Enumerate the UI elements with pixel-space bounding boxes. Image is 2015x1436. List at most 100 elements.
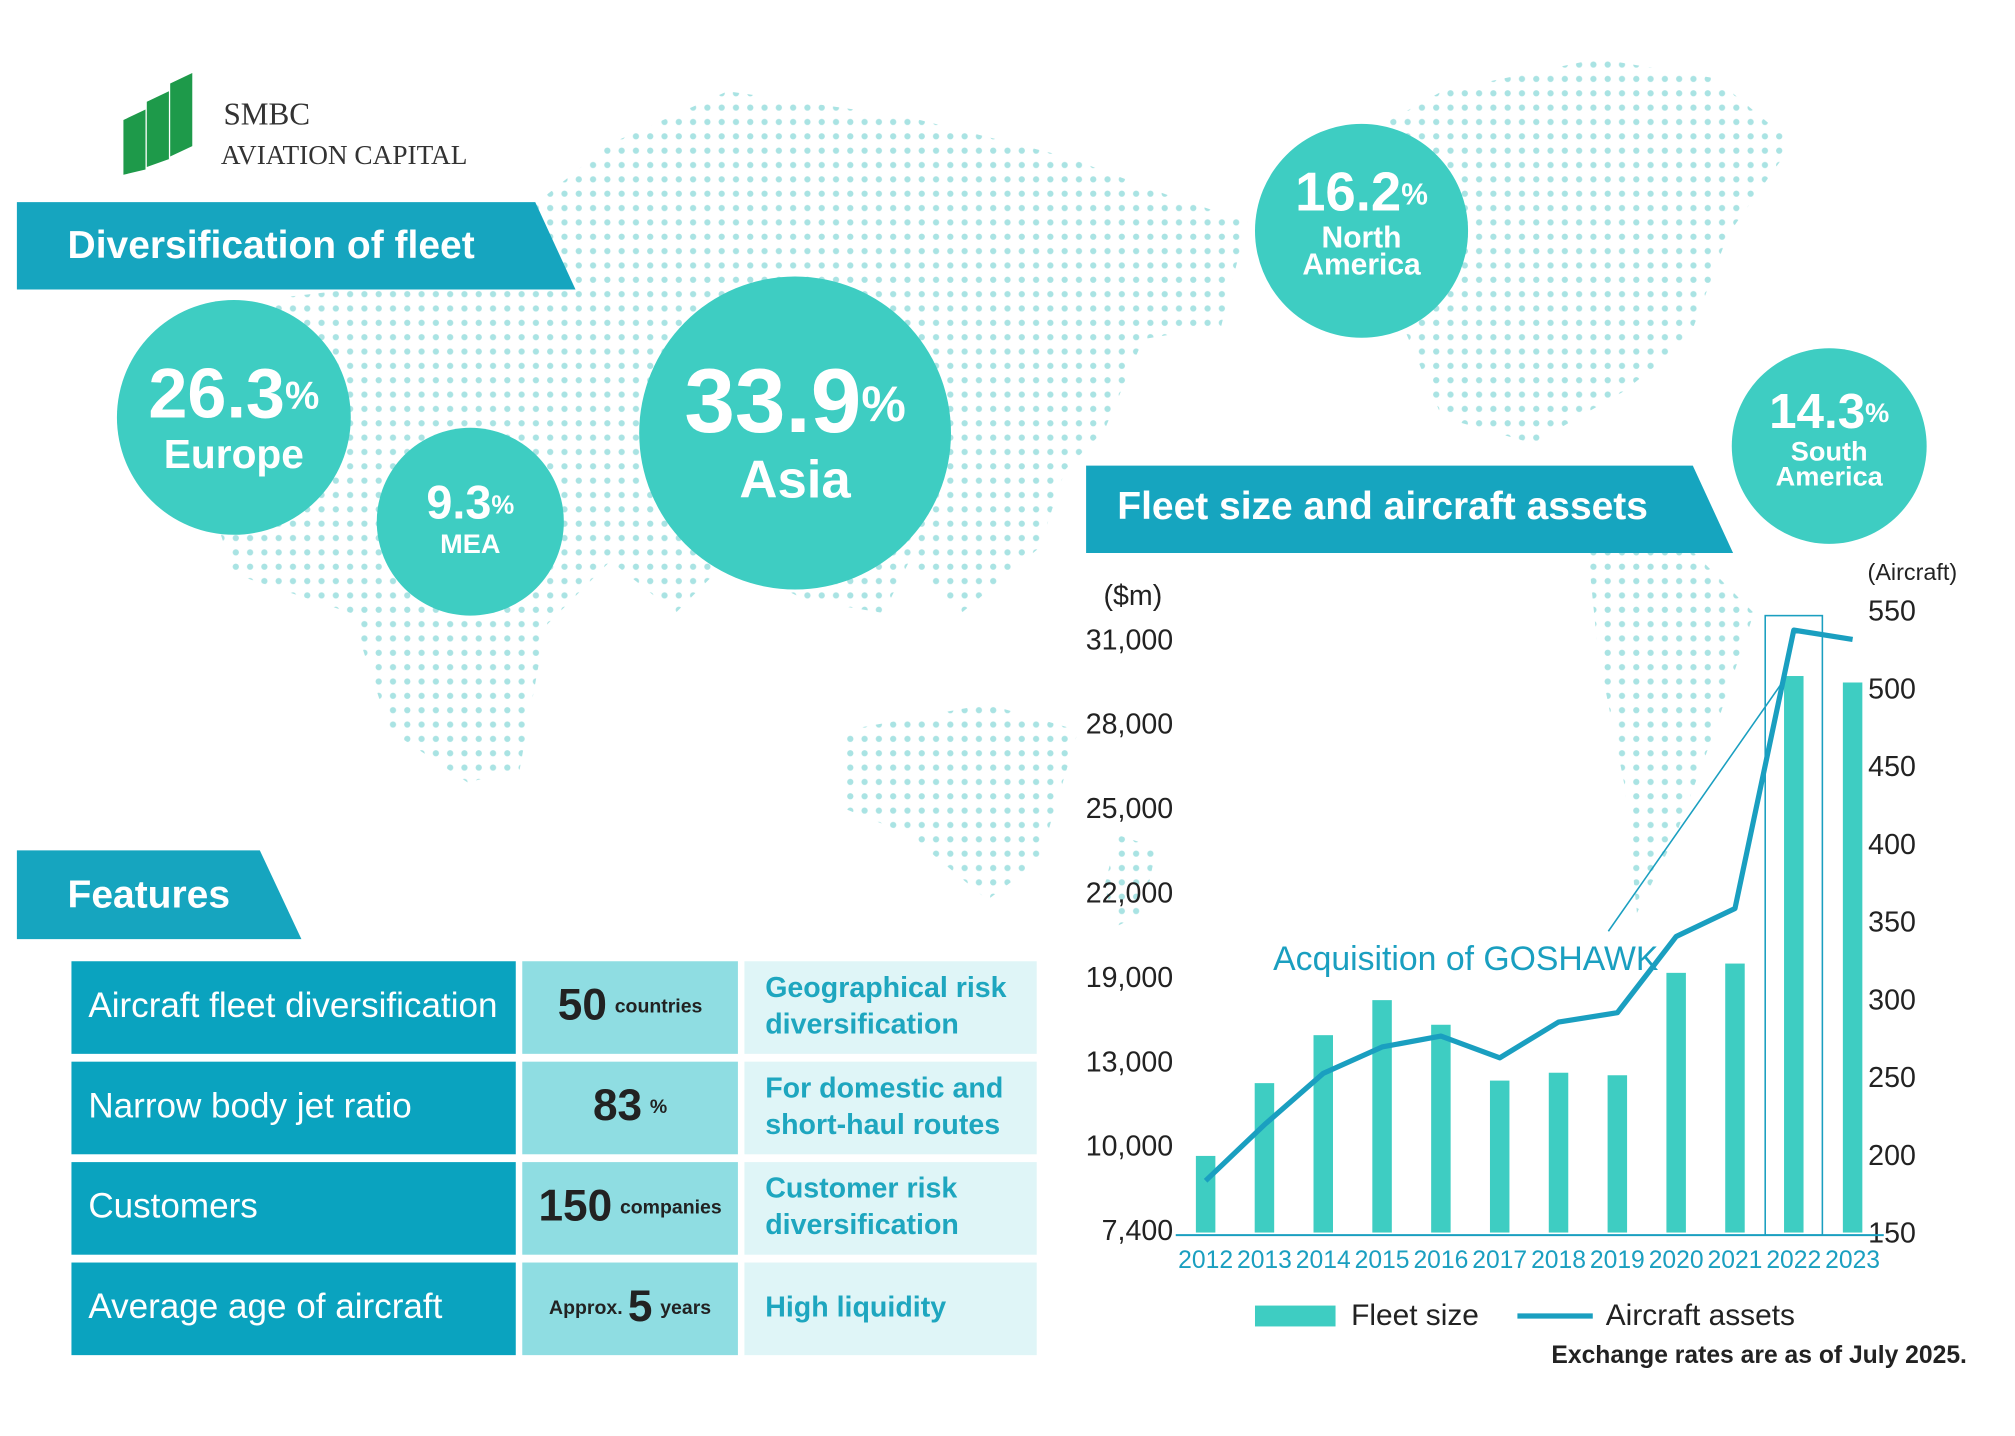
region-name: America	[1776, 460, 1884, 491]
x-tick-label: 2014	[1296, 1247, 1351, 1274]
x-tick-label: 2020	[1649, 1247, 1704, 1274]
legend-swatch	[1254, 1305, 1336, 1327]
bar	[1372, 1000, 1392, 1233]
bar	[1254, 1083, 1275, 1233]
bar	[1489, 1080, 1510, 1233]
y2-tick-label: 250	[1868, 1062, 1916, 1094]
logo: SMBC AVIATION CAPITAL	[123, 73, 467, 175]
share-value: 33.9	[684, 351, 861, 452]
feature-label: Average age of aircraft	[88, 1287, 442, 1326]
label-cell	[71, 1262, 516, 1356]
y-tick-label: 25,000	[1086, 793, 1173, 825]
note-cell	[744, 961, 1037, 1054]
y-tick-label: 7,400	[1102, 1215, 1174, 1247]
line	[1203, 627, 1854, 1183]
x-tick-label: 2016	[1413, 1247, 1468, 1274]
logo-line: AVIATION CAPITAL	[221, 140, 468, 170]
share-unit: %	[1865, 397, 1889, 428]
bar	[1725, 963, 1745, 1233]
y-tick-label: 28,000	[1086, 709, 1173, 741]
section-title: Features	[68, 874, 230, 917]
feature-label: Narrow body jet ratio	[88, 1086, 411, 1125]
feature-value: 150 companies	[538, 1181, 721, 1230]
feature-note: For domestic and	[765, 1072, 1003, 1104]
note-cell	[744, 1162, 1037, 1255]
region-name: America	[1302, 249, 1421, 282]
x-tick-label: 2022	[1766, 1247, 1821, 1274]
x-tick-label: 2021	[1708, 1247, 1763, 1274]
region-name: South	[1791, 436, 1868, 467]
share-unit: %	[285, 375, 319, 418]
y-tick-label: 19,000	[1086, 962, 1173, 994]
region-bubble	[639, 276, 951, 590]
region-bubble	[1254, 123, 1469, 338]
legend-label: Fleet size	[1351, 1299, 1479, 1332]
bar	[1784, 676, 1804, 1233]
x-tick-label: 2012	[1178, 1247, 1233, 1274]
feature-value: 83%	[593, 1081, 667, 1130]
y2-tick-label: 400	[1868, 829, 1916, 861]
annotation: Acquisition of GOSHAWK	[1273, 940, 1659, 978]
region-bubble	[376, 427, 564, 616]
annotation-leader	[1607, 680, 1785, 932]
value-cell	[522, 1162, 738, 1255]
highlight-box	[1764, 614, 1824, 1236]
region-name: Europe	[164, 431, 304, 477]
feature-note: Geographical risk	[765, 972, 1006, 1004]
y2-tick-label: 550	[1868, 596, 1916, 628]
feature-note: diversification	[765, 1209, 959, 1241]
region-bubble	[116, 299, 351, 535]
bar	[1666, 972, 1686, 1233]
feature-note: High liquidity	[765, 1291, 946, 1323]
value-cell	[522, 961, 738, 1054]
note-cell	[744, 1262, 1037, 1356]
bar	[1607, 1075, 1628, 1233]
y2-tick-label: 150	[1868, 1218, 1916, 1250]
banner	[1086, 465, 1734, 554]
bar	[1842, 682, 1863, 1233]
feature-note: Customer risk	[765, 1173, 957, 1205]
label-cell	[71, 961, 516, 1054]
x-tick-label: 2015	[1355, 1247, 1410, 1274]
share-unit: %	[1401, 179, 1428, 212]
feature-number: 5	[628, 1281, 653, 1330]
y2-axis-title: (Aircraft)	[1868, 559, 1958, 585]
region-name: North	[1322, 221, 1402, 254]
note-cell	[744, 1061, 1037, 1155]
feature-label: Aircraft fleet diversification	[88, 986, 497, 1025]
feature-note: short-haul routes	[765, 1109, 1000, 1141]
label-cell	[71, 1061, 516, 1155]
region-name: MEA	[440, 528, 500, 559]
y2-tick-label: 450	[1868, 751, 1916, 783]
banner	[16, 202, 576, 290]
bar	[1431, 1024, 1451, 1233]
y-tick-label: 10,000	[1086, 1131, 1173, 1163]
feature-number: 50	[558, 980, 607, 1029]
region-share: 9.3%	[426, 477, 514, 529]
section-title: Diversification of fleet	[68, 224, 475, 267]
region-share: 33.9%	[684, 351, 905, 452]
y-axis-title: ($m)	[1104, 580, 1163, 612]
y-tick-label: 22,000	[1086, 877, 1173, 909]
share-value: 16.2	[1295, 162, 1401, 223]
y2-tick-label: 500	[1868, 673, 1916, 705]
bar	[1548, 1072, 1569, 1233]
feature-unit: years	[660, 1297, 711, 1319]
feature-note: diversification	[765, 1008, 959, 1040]
feature-unit: companies	[620, 1197, 722, 1219]
share-value: 14.3	[1769, 384, 1865, 439]
share-unit: %	[491, 491, 514, 519]
region-name: Asia	[739, 451, 851, 510]
feature-number: 150	[538, 1181, 612, 1230]
y2-tick-label: 350	[1868, 907, 1916, 939]
x-tick-label: 2018	[1531, 1247, 1586, 1274]
region-bubble	[1731, 348, 1927, 544]
feature-unit: %	[650, 1096, 667, 1118]
chart-note: Exchange rates are as of July 2025.	[1551, 1342, 1967, 1369]
share-value: 26.3	[148, 353, 285, 432]
y2-tick-label: 200	[1868, 1140, 1916, 1172]
feature-value: 50 countries	[558, 980, 703, 1029]
feature-prefix: Approx.	[549, 1297, 623, 1319]
banner	[16, 850, 302, 940]
